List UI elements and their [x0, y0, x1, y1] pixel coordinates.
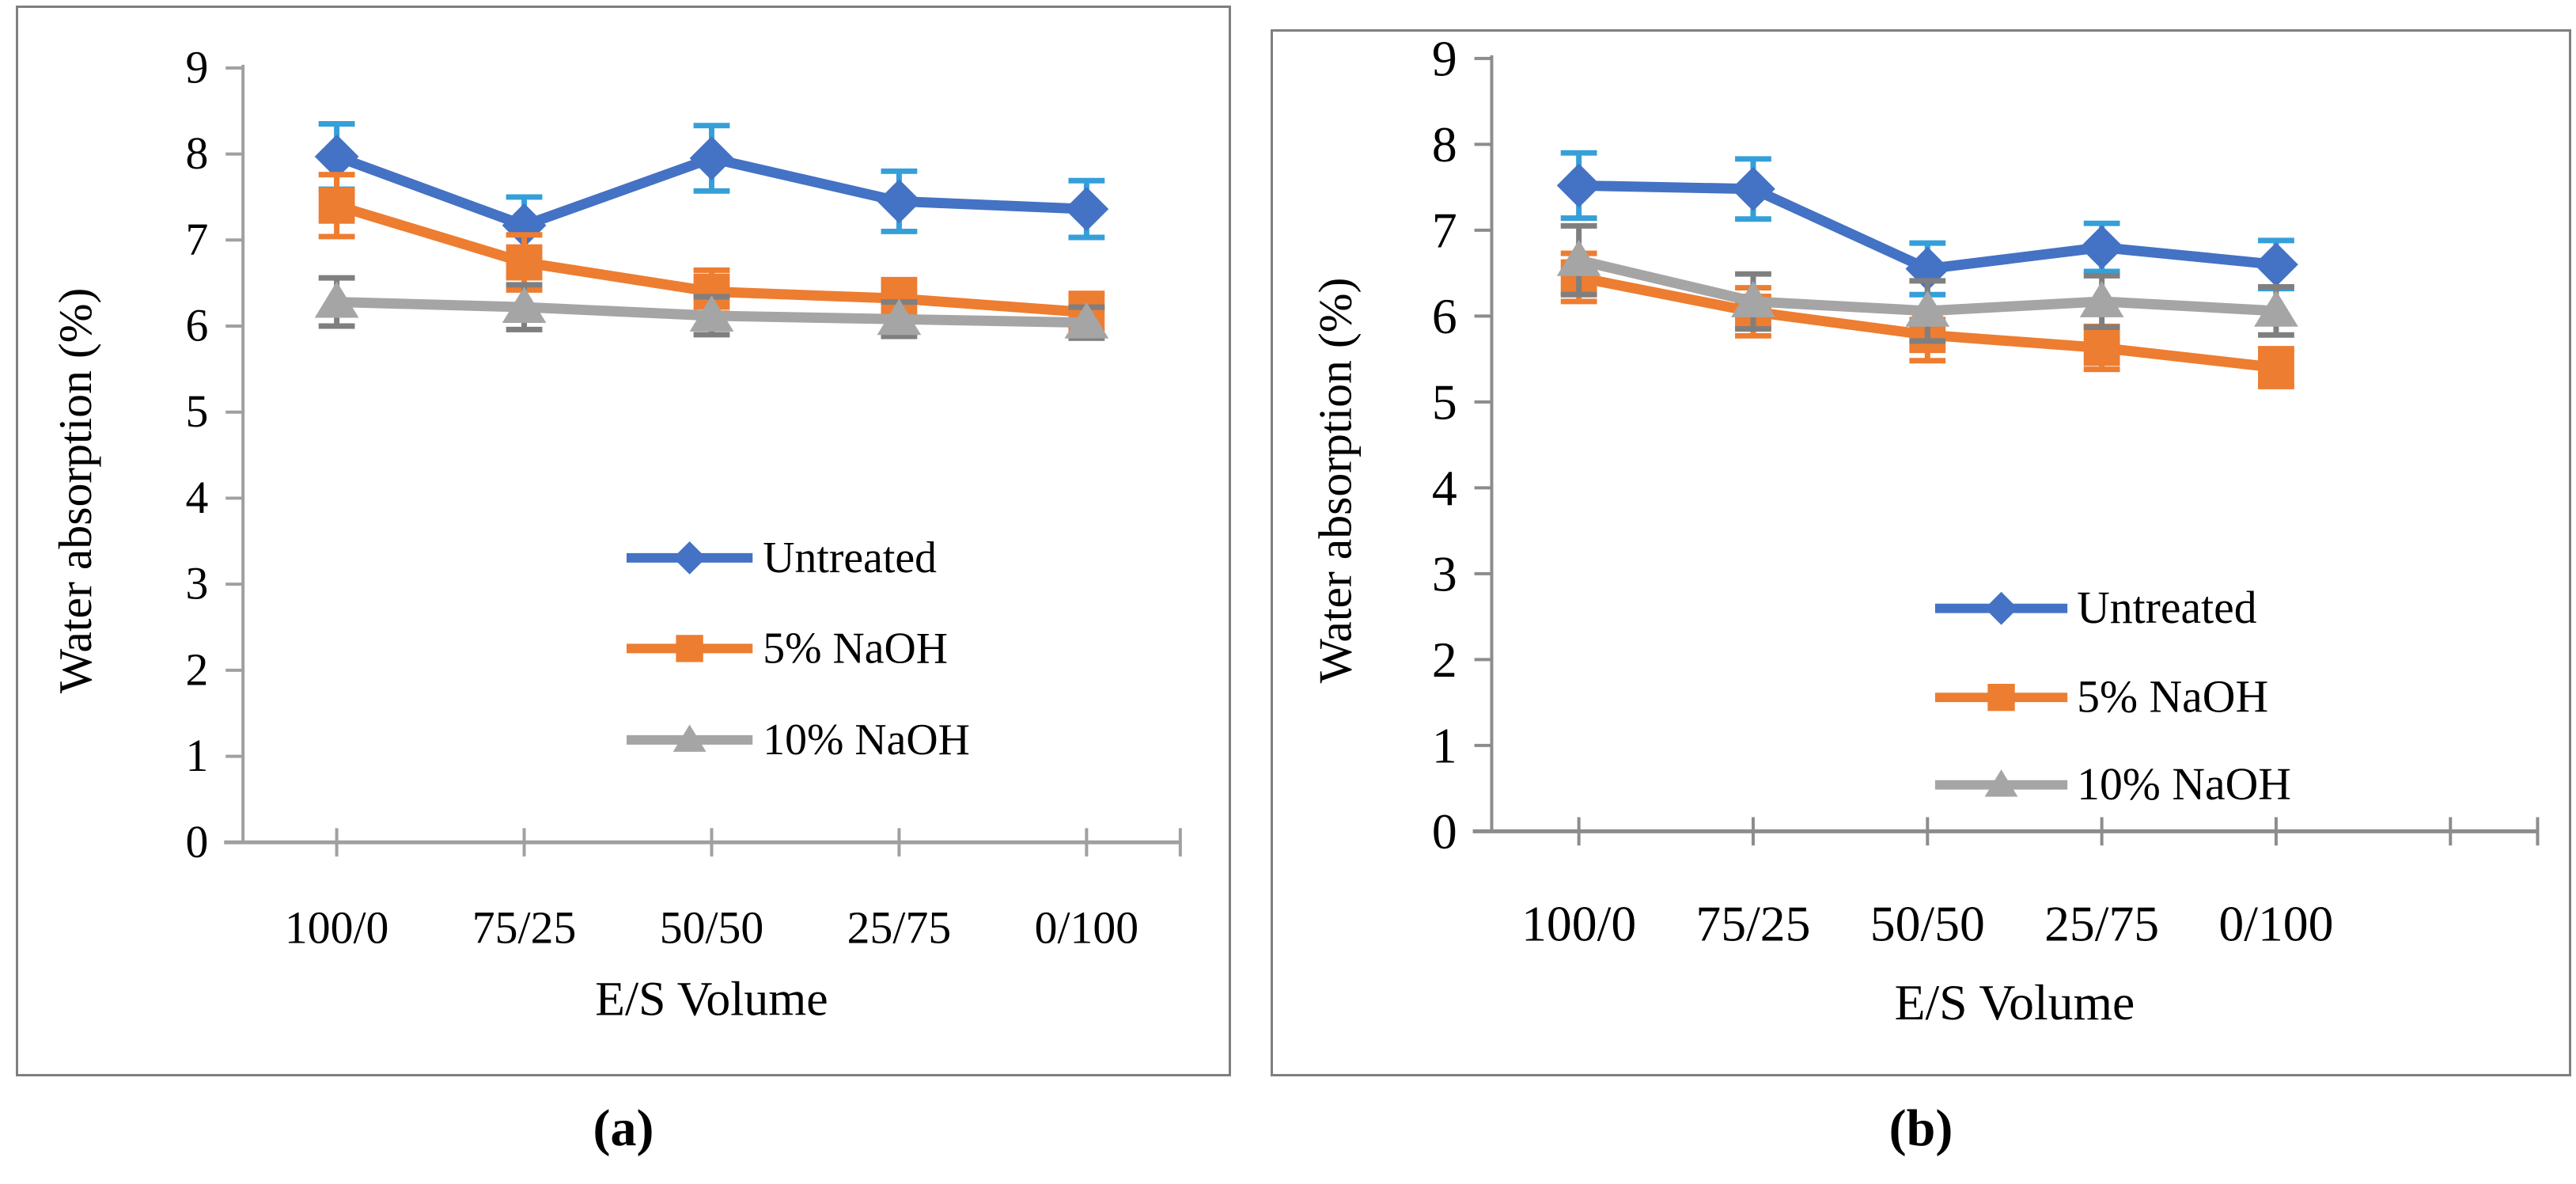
legend: Untreated 5% NaOH 10% NaOH — [1934, 583, 2291, 810]
square-marker — [318, 187, 355, 224]
chart-panel-a: 0 1 2 3 4 5 6 7 8 9 100/0 75/25 50/50 25/75 0/100 E/S V… — [16, 6, 1231, 1076]
diamond-marker — [877, 179, 922, 224]
square-marker — [506, 244, 543, 281]
square-marker — [2258, 349, 2294, 386]
y-tick-label: 7 — [1432, 202, 1457, 258]
diamond-marker — [2254, 242, 2298, 287]
x-tick-label: 25/75 — [847, 903, 952, 953]
legend: Untreated 5% NaOH 10% NaOH — [626, 533, 970, 765]
y-tick-label: 2 — [185, 645, 208, 695]
x-tick-label: 100/0 — [285, 903, 389, 953]
x-tick-label: 50/50 — [660, 903, 764, 953]
diamond-marker — [672, 541, 707, 575]
x-tick-label: 50/50 — [1870, 895, 1985, 951]
y-axis-title: Water absorption (%) — [1309, 278, 1361, 684]
y-tick-label: 3 — [1432, 545, 1457, 601]
y-tick-label: 5 — [185, 387, 208, 437]
triangle-marker — [1064, 302, 1109, 339]
triangle-marker — [1556, 239, 1601, 276]
y-tick-label: 0 — [1432, 803, 1457, 860]
legend-label: 10% NaOH — [763, 715, 970, 765]
diamond-marker — [2079, 225, 2124, 270]
x-tick-label: 25/75 — [2044, 895, 2159, 951]
y-tick-label: 5 — [1432, 374, 1457, 430]
y-axis-title: Water absorption (%) — [49, 288, 101, 694]
x-axis-title: E/S Volume — [1895, 974, 2135, 1030]
y-tick-label: 6 — [185, 302, 208, 351]
axes: 0 1 2 3 4 5 6 7 8 9 100/0 75/25 50/50 25/75 0/100 E/S V… — [49, 43, 1182, 1026]
series-10-naoh — [1556, 222, 2298, 344]
triangle-marker — [689, 295, 734, 332]
diamond-marker — [1064, 187, 1109, 232]
legend-label: Untreated — [2077, 583, 2257, 633]
chart-b-svg: 0 1 2 3 4 5 6 7 8 9 100/0 75/25 50/50 25/75 0/100 E/S V… — [1309, 32, 2540, 1030]
y-tick-label: 6 — [1432, 288, 1457, 344]
legend-label: 5% NaOH — [763, 624, 948, 673]
triangle-marker — [1905, 290, 1950, 327]
y-tick-label: 0 — [185, 818, 208, 867]
diamond-marker — [1984, 591, 2018, 625]
legend-label: 5% NaOH — [2077, 673, 2268, 723]
x-axis-title: E/S Volume — [595, 972, 828, 1026]
caption-b: (b) — [1888, 1099, 1953, 1157]
series-10-naoh — [314, 275, 1109, 341]
y-tick-label: 3 — [185, 560, 208, 609]
x-tick-label: 0/100 — [2218, 895, 2333, 951]
triangle-marker — [672, 724, 707, 752]
triangle-marker — [2254, 290, 2298, 327]
axes: 0 1 2 3 4 5 6 7 8 9 100/0 75/25 50/50 25/75 0/100 E/S V… — [1309, 32, 2540, 1030]
y-tick-label: 1 — [185, 731, 208, 781]
y-tick-label: 4 — [1432, 460, 1457, 516]
y-tick-label: 4 — [185, 473, 208, 523]
square-marker — [1987, 683, 2015, 712]
y-tick-label: 9 — [1432, 32, 1457, 86]
x-tick-label: 100/0 — [1521, 895, 1636, 951]
y-tick-label: 1 — [1432, 717, 1457, 773]
diamond-marker — [689, 136, 734, 180]
y-tick-label: 2 — [1432, 632, 1457, 688]
x-tick-label: 0/100 — [1035, 903, 1139, 953]
y-tick-label: 8 — [185, 129, 208, 179]
legend-label: 10% NaOH — [2077, 760, 2291, 810]
y-tick-label: 8 — [1432, 116, 1457, 173]
x-tick-label: 75/25 — [472, 903, 577, 953]
chart-panel-b: 0 1 2 3 4 5 6 7 8 9 100/0 75/25 50/50 25/75 0/100 E/S V… — [1271, 29, 2571, 1076]
triangle-marker — [502, 287, 547, 324]
caption-a: (a) — [593, 1099, 654, 1157]
y-tick-label: 7 — [185, 215, 208, 265]
diamond-marker — [1731, 166, 1775, 211]
triangle-marker — [314, 281, 359, 318]
triangle-marker — [2079, 281, 2124, 317]
square-marker — [676, 635, 703, 662]
y-tick-label: 9 — [185, 43, 208, 93]
triangle-marker — [877, 298, 922, 336]
chart-a-svg: 0 1 2 3 4 5 6 7 8 9 100/0 75/25 50/50 25/75 0/100 E/S V… — [49, 43, 1182, 1026]
legend-label: Untreated — [763, 533, 937, 583]
triangle-marker — [1984, 769, 2018, 797]
series-untreated — [1556, 150, 2298, 298]
diamond-marker — [1556, 163, 1601, 208]
square-marker — [2083, 329, 2120, 366]
x-tick-label: 75/25 — [1695, 895, 1810, 951]
triangle-marker — [1731, 281, 1775, 317]
